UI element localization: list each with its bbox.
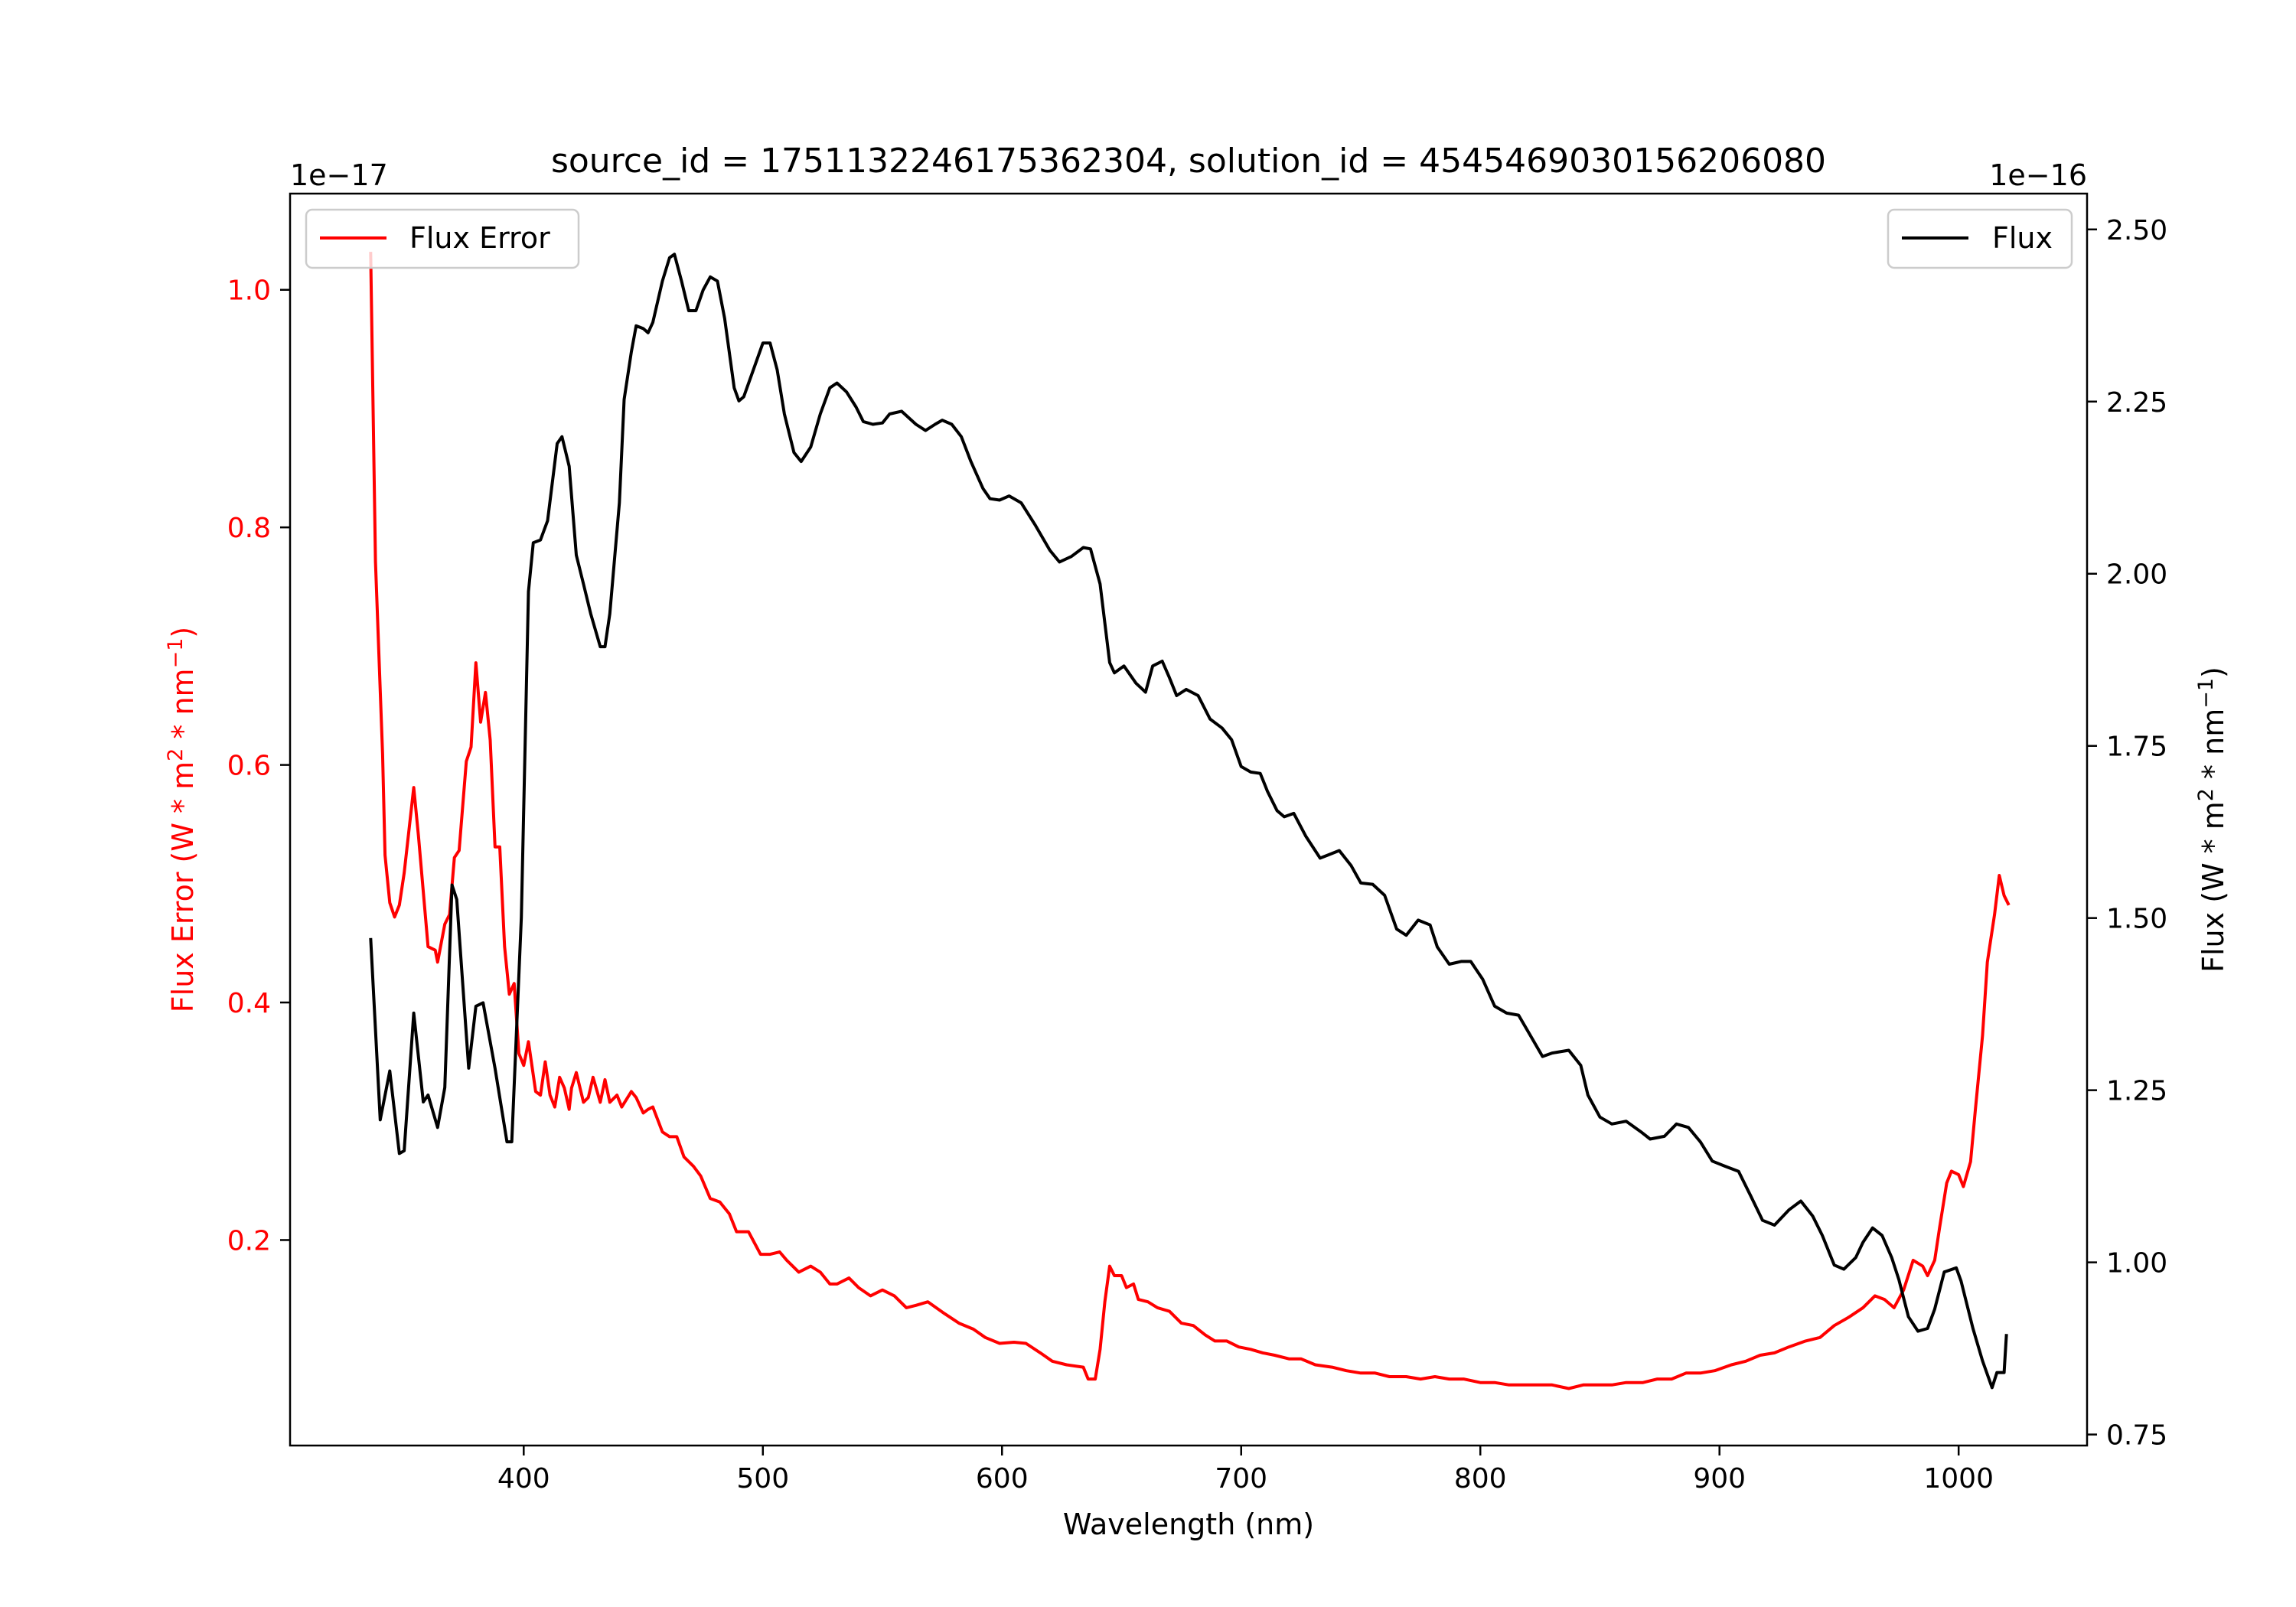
left-tick-label: 1.0 bbox=[227, 275, 271, 307]
right-tick-label: 1.00 bbox=[2106, 1248, 2167, 1279]
right-tick-label: 1.75 bbox=[2106, 732, 2167, 763]
right-y-axis: 0.75 1.00 1.25 1.50 1.75 2.00 2.25 2.50 bbox=[2087, 215, 2167, 1452]
left-tick-label: 0.2 bbox=[227, 1225, 271, 1257]
x-axis: 400 500 600 700 800 900 1000 bbox=[497, 1446, 1994, 1495]
left-offset-label: 1e−17 bbox=[290, 158, 388, 192]
right-tick-label: 1.50 bbox=[2106, 904, 2167, 935]
right-tick-label: 1.25 bbox=[2106, 1076, 2167, 1107]
left-tick-label: 0.6 bbox=[227, 751, 271, 782]
left-y-axis: 0.2 0.4 0.6 0.8 1.0 bbox=[227, 275, 290, 1257]
series-layer bbox=[369, 252, 2011, 1390]
x-tick-label: 400 bbox=[497, 1463, 550, 1495]
right-offset-label: 1e−16 bbox=[1989, 158, 2087, 192]
left-ylabel-sup: −1 bbox=[164, 638, 188, 669]
legend-flux: Flux bbox=[1887, 208, 2073, 269]
left-ylabel-part: Flux Error (W * m bbox=[166, 761, 200, 1012]
left-ylabel-sup: 2 bbox=[164, 748, 188, 761]
plot-frame bbox=[289, 192, 2089, 1447]
left-ylabel-part: * nm bbox=[166, 668, 200, 748]
left-tick-label: 0.8 bbox=[227, 513, 271, 544]
right-tick-label: 2.50 bbox=[2106, 215, 2167, 246]
legend-flux-error: Flux Error bbox=[305, 208, 580, 269]
series-line-flux bbox=[369, 253, 2008, 1390]
x-tick-label: 800 bbox=[1454, 1463, 1507, 1495]
x-tick-label: 600 bbox=[976, 1463, 1029, 1495]
left-ylabel-part: ) bbox=[166, 627, 200, 638]
left-tick-label: 0.4 bbox=[227, 988, 271, 1019]
right-tick-label: 2.00 bbox=[2106, 559, 2167, 591]
x-tick-label: 1000 bbox=[1923, 1463, 1994, 1495]
x-tick-label: 700 bbox=[1215, 1463, 1267, 1495]
right-ylabel-part: Flux (W * m bbox=[2197, 801, 2230, 973]
legend-label-flux-error: Flux Error bbox=[409, 221, 550, 255]
right-tick-label: 2.25 bbox=[2106, 387, 2167, 419]
x-tick-label: 900 bbox=[1693, 1463, 1746, 1495]
right-ylabel-part: ) bbox=[2197, 667, 2230, 678]
legend-label-flux: Flux bbox=[1992, 221, 2053, 255]
right-ylabel-sup: −1 bbox=[2194, 678, 2218, 709]
x-tick-label: 500 bbox=[736, 1463, 789, 1495]
x-axis-label: Wavelength (nm) bbox=[1063, 1508, 1314, 1541]
right-ylabel-sup: 2 bbox=[2194, 788, 2218, 801]
series-line-flux-error bbox=[369, 252, 2011, 1390]
right-ylabel-part: * nm bbox=[2197, 709, 2230, 788]
left-y-axis-label: Flux Error (W * m2 * nm−1) bbox=[164, 627, 200, 1012]
right-y-axis-label: Flux (W * m2 * nm−1) bbox=[2194, 667, 2230, 973]
chart-title: source_id = 1751132246175362304, solutio… bbox=[551, 142, 1826, 181]
right-tick-label: 0.75 bbox=[2106, 1420, 2167, 1452]
